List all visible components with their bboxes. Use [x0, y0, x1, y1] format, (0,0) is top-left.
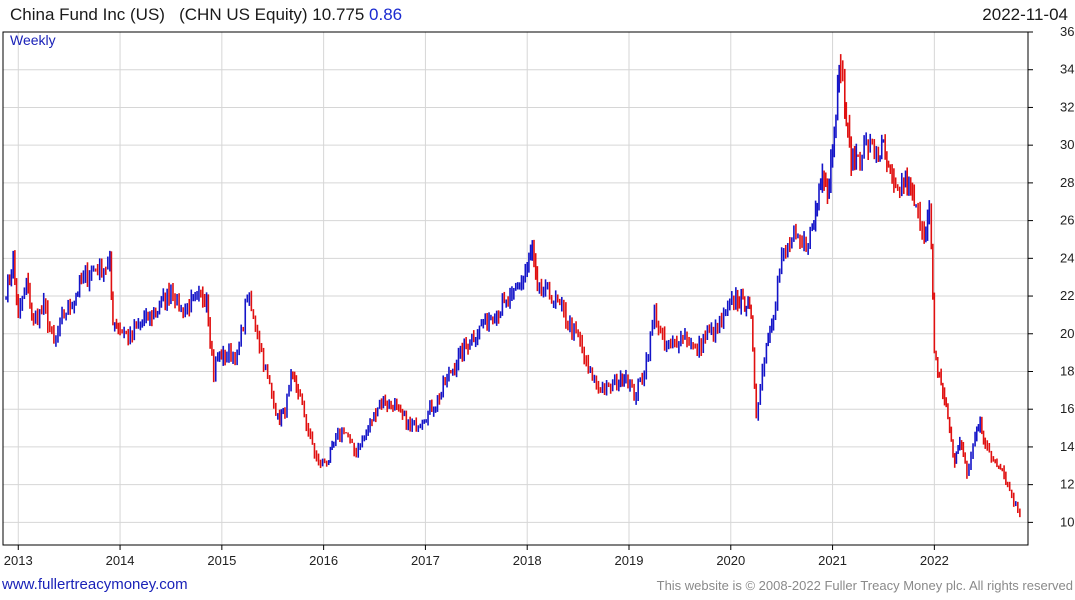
y-tick-label: 26 — [1060, 213, 1074, 228]
chart-date: 2022-11-04 — [982, 5, 1068, 24]
x-tick-label: 2015 — [207, 553, 236, 568]
chart-footer: www.fullertreacymoney.com This website i… — [0, 572, 1075, 600]
y-tick-label: 22 — [1060, 288, 1074, 303]
y-tick-label: 28 — [1060, 175, 1074, 190]
x-tick-label: 2014 — [106, 553, 135, 568]
x-tick-label: 2018 — [513, 553, 542, 568]
y-tick-label: 36 — [1060, 24, 1074, 39]
y-tick-label: 32 — [1060, 99, 1074, 114]
x-tick-label: 2016 — [309, 553, 338, 568]
y-tick-label: 34 — [1060, 62, 1074, 77]
x-tick-label: 2020 — [716, 553, 745, 568]
plot-frame — [2, 31, 1029, 546]
price-bars — [5, 54, 1021, 518]
x-tick-label: 2022 — [920, 553, 949, 568]
price-change: 0.86 — [369, 5, 403, 24]
chart-header: China Fund Inc (US) (CHN US Equity) 10.7… — [0, 0, 1075, 30]
copyright-notice: This website is © 2008-2022 Fuller Treac… — [656, 578, 1073, 593]
x-tick-label: 2019 — [615, 553, 644, 568]
y-tick-label: 14 — [1060, 439, 1074, 454]
y-tick-label: 10 — [1060, 514, 1074, 529]
y-tick-label: 12 — [1060, 477, 1074, 492]
x-tick-label: 2021 — [818, 553, 847, 568]
x-tick-label: 2017 — [411, 553, 440, 568]
x-tick-label: 2013 — [4, 553, 33, 568]
y-tick-label: 16 — [1060, 401, 1074, 416]
y-tick-label: 18 — [1060, 363, 1074, 378]
y-tick-label: 30 — [1060, 137, 1074, 152]
frequency-label: Weekly — [10, 32, 56, 48]
title-text: China Fund Inc (US) (CHN US Equity) 10.7… — [10, 5, 365, 24]
website-link[interactable]: www.fullertreacymoney.com — [2, 576, 188, 593]
y-tick-label: 24 — [1060, 250, 1074, 265]
y-tick-label: 20 — [1060, 326, 1074, 341]
security-title: China Fund Inc (US) (CHN US Equity) 10.7… — [10, 5, 402, 25]
